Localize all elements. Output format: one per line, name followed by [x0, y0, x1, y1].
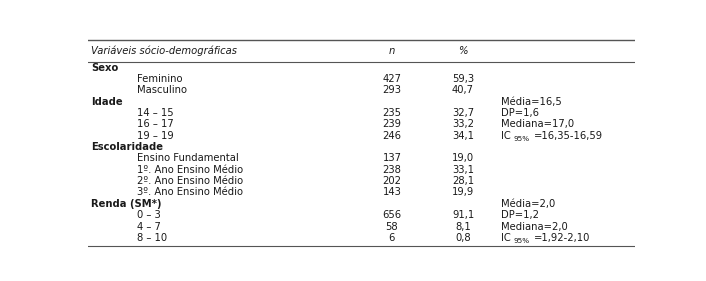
Text: Mediana=17,0: Mediana=17,0 — [501, 119, 575, 129]
Text: %: % — [458, 46, 468, 56]
Text: 137: 137 — [383, 153, 402, 164]
Text: 239: 239 — [383, 119, 402, 129]
Text: 19 – 19: 19 – 19 — [138, 131, 174, 141]
Text: 59,3: 59,3 — [452, 74, 474, 84]
Text: 3º. Ano Ensino Médio: 3º. Ano Ensino Médio — [138, 187, 244, 198]
Text: 143: 143 — [383, 187, 401, 198]
Text: IC: IC — [501, 131, 511, 141]
Text: =1,92-2,10: =1,92-2,10 — [534, 233, 590, 243]
Text: Feminino: Feminino — [138, 74, 183, 84]
Text: 8 – 10: 8 – 10 — [138, 233, 167, 243]
Text: Variáveis sócio-demográficas: Variáveis sócio-demográficas — [91, 46, 237, 56]
Text: 19,0: 19,0 — [452, 153, 474, 164]
Text: =16,35-16,59: =16,35-16,59 — [534, 131, 604, 141]
Text: 32,7: 32,7 — [452, 108, 474, 118]
Text: Mediana=2,0: Mediana=2,0 — [501, 221, 568, 232]
Text: 6: 6 — [389, 233, 395, 243]
Text: Idade: Idade — [91, 97, 123, 106]
Text: 1º. Ano Ensino Médio: 1º. Ano Ensino Médio — [138, 165, 244, 175]
Text: 2º. Ano Ensino Médio: 2º. Ano Ensino Médio — [138, 176, 244, 186]
Text: 427: 427 — [383, 74, 402, 84]
Text: 246: 246 — [383, 131, 402, 141]
Text: 656: 656 — [383, 210, 402, 220]
Text: Sexo: Sexo — [91, 63, 118, 72]
Text: 293: 293 — [383, 85, 402, 95]
Text: Média=2,0: Média=2,0 — [501, 199, 556, 209]
Text: 235: 235 — [383, 108, 402, 118]
Text: DP=1,6: DP=1,6 — [501, 108, 539, 118]
Text: Escolaridade: Escolaridade — [91, 142, 163, 152]
Text: 4 – 7: 4 – 7 — [138, 221, 162, 232]
Text: 14 – 15: 14 – 15 — [138, 108, 174, 118]
Text: 91,1: 91,1 — [452, 210, 474, 220]
Text: 33,1: 33,1 — [452, 165, 474, 175]
Text: 0 – 3: 0 – 3 — [138, 210, 161, 220]
Text: Renda (SM*): Renda (SM*) — [91, 199, 162, 209]
Text: DP=1,2: DP=1,2 — [501, 210, 539, 220]
Text: IC: IC — [501, 233, 511, 243]
Text: 238: 238 — [383, 165, 401, 175]
Text: 8,1: 8,1 — [455, 221, 471, 232]
Text: n: n — [389, 46, 395, 56]
Text: 16 – 17: 16 – 17 — [138, 119, 174, 129]
Text: 40,7: 40,7 — [452, 85, 474, 95]
Text: 95%: 95% — [513, 136, 530, 142]
Text: 95%: 95% — [513, 238, 530, 244]
Text: 28,1: 28,1 — [452, 176, 474, 186]
Text: 0,8: 0,8 — [455, 233, 471, 243]
Text: 58: 58 — [385, 221, 398, 232]
Text: Ensino Fundamental: Ensino Fundamental — [138, 153, 239, 164]
Text: Média=16,5: Média=16,5 — [501, 97, 562, 106]
Text: 34,1: 34,1 — [452, 131, 474, 141]
Text: 202: 202 — [383, 176, 402, 186]
Text: 33,2: 33,2 — [452, 119, 474, 129]
Text: Masculino: Masculino — [138, 85, 188, 95]
Text: 19,9: 19,9 — [452, 187, 474, 198]
